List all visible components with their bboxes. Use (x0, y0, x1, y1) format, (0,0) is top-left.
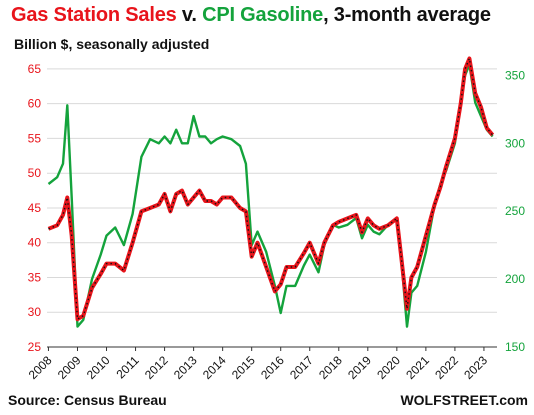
y-right-ticks: 150 200 250 300 350 (505, 68, 525, 354)
title-series1: Gas Station Sales (11, 4, 177, 26)
x-tick-label: 2019 (345, 353, 374, 382)
x-tick-label: 2021 (403, 353, 432, 382)
series-lines (47, 56, 495, 328)
x-tick-label: 2015 (229, 353, 258, 382)
credit-label: WOLFSTREET.com (400, 392, 528, 408)
x-tick-label: 2020 (374, 353, 403, 382)
y-right-tick-label: 350 (505, 68, 525, 82)
x-tick-label: 2013 (171, 353, 200, 382)
title-connector: v. (176, 4, 203, 26)
x-tick-label: 2023 (461, 353, 490, 382)
y-right-tick-label: 250 (505, 204, 525, 218)
title-series2: CPI Gasoline (202, 4, 324, 26)
y-right-tick-label: 150 (505, 340, 525, 354)
series-line-gas-station-sales (47, 56, 495, 322)
x-tick-label: 2008 (26, 353, 55, 382)
y-left-tick-label: 45 (28, 201, 42, 215)
y-left-tick-label: 60 (28, 97, 42, 111)
x-tick-label: 2022 (432, 353, 461, 382)
title-suffix: , 3-month average (323, 4, 491, 26)
chart-subtitle: Billion $, seasonally adjusted (14, 36, 210, 52)
y-right-tick-label: 300 (505, 136, 525, 150)
grid-lines (47, 68, 497, 348)
x-tick-label: 2016 (258, 353, 287, 382)
x-tick-label: 2018 (316, 353, 345, 382)
series-line-gas-station-sales-dots (48, 57, 494, 320)
y-left-ticks: 25 30 35 40 45 50 55 60 65 (28, 62, 42, 354)
x-tick-label: 2017 (287, 353, 316, 382)
x-tick-label: 2010 (84, 353, 113, 382)
source-label: Source: Census Bureau (8, 392, 167, 408)
y-left-tick-label: 40 (28, 236, 42, 250)
y-left-tick-label: 25 (28, 340, 42, 354)
x-tick-label: 2014 (200, 353, 229, 382)
y-left-tick-label: 30 (28, 305, 42, 319)
x-ticks: 2008 2009 2010 2011 2012 2013 2014 2015 2016 2017… (26, 347, 490, 382)
chart-title: Gas Station Sales v. CPI Gasoline, 3-mon… (11, 4, 491, 27)
y-left-tick-label: 55 (28, 131, 42, 145)
x-tick-label: 2009 (55, 353, 84, 382)
x-tick-label: 2012 (142, 353, 171, 382)
y-right-tick-label: 200 (505, 272, 525, 286)
y-left-tick-label: 35 (28, 270, 42, 284)
y-left-tick-label: 65 (28, 62, 42, 76)
x-tick-label: 2011 (114, 353, 142, 381)
y-left-tick-label: 50 (28, 166, 42, 180)
